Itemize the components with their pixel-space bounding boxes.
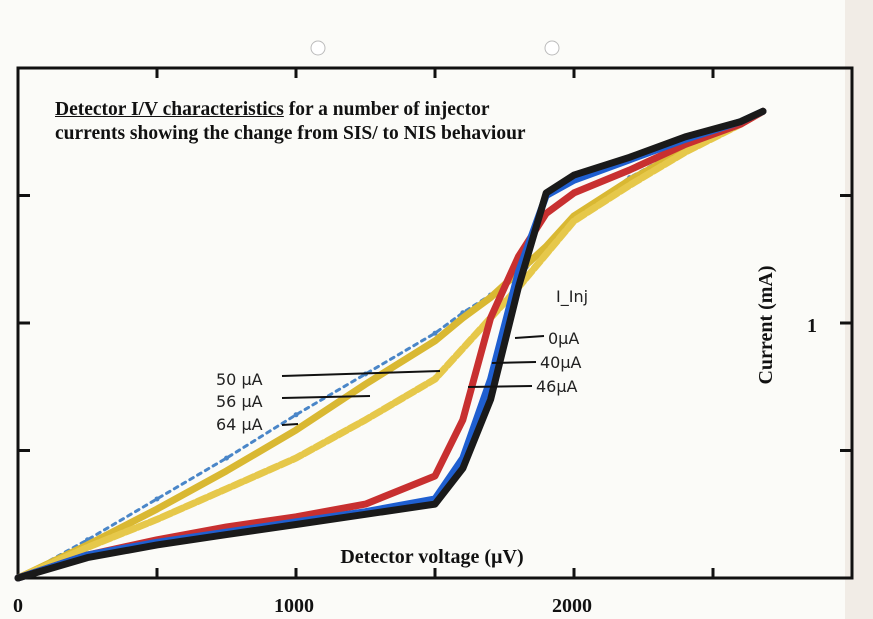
series-label-0uA: 0µA (548, 329, 579, 348)
data-point-56µA (432, 338, 438, 344)
title-underlined: Detector I/V characteristics (55, 99, 284, 120)
data-point-46µA (515, 254, 521, 260)
data-point-50µA (85, 544, 90, 550)
data-point-0µA (224, 532, 229, 538)
data-point-56µA (224, 468, 229, 474)
data-point-0µA (154, 542, 160, 548)
data-point-0µA (738, 119, 744, 125)
data-point-0µA (571, 172, 577, 178)
y-axis-label: Current (mA) (755, 265, 777, 384)
data-point-0µA (293, 521, 299, 527)
series-label-46uA: 46µA (536, 377, 578, 396)
data-point-0µA (15, 575, 21, 581)
data-point-46µA (543, 210, 549, 216)
data-point-0µA (432, 501, 438, 507)
punch-hole (310, 40, 326, 56)
data-point-46µA (571, 190, 577, 196)
data-point-0µA (760, 108, 766, 114)
series-label-40uA: 40µA (540, 353, 582, 372)
title-line2: currents showing the change from SIS/ to… (55, 123, 526, 144)
arrow-50uA (281, 370, 441, 377)
data-point-0µA (627, 154, 633, 160)
chart-title: Detector I/V characteristics for a numbe… (55, 98, 526, 146)
data-point-50µA (224, 486, 229, 492)
data-point-50µA (682, 149, 688, 155)
data-point-50µA (571, 218, 577, 224)
data-point-64µA (432, 330, 438, 336)
data-point-46µA (293, 514, 299, 520)
data-point-50µA (154, 516, 160, 522)
data-point-50µA (432, 376, 438, 382)
data-point-50µA (627, 182, 633, 188)
data-point-56µA (363, 381, 368, 387)
series-label-50uA: 50 µA (216, 370, 263, 389)
data-point-0µA (515, 284, 521, 290)
data-point-50µA (543, 251, 549, 257)
data-point-50µA (460, 346, 466, 351)
data-point-56µA (293, 427, 299, 433)
arrow-46uA (467, 385, 533, 388)
data-point-64µA (224, 455, 229, 461)
data-point-46µA (460, 417, 466, 423)
data-point-0µA (460, 465, 466, 471)
data-point-46µA (224, 524, 229, 530)
data-point-46µA (627, 167, 633, 173)
series-line-0µA (14, 107, 767, 582)
title-line1-rest: for a number of injector (283, 99, 490, 120)
data-point-56µA (488, 295, 494, 300)
x-tick-label: 1000 (274, 595, 314, 617)
series-label-56uA: 56 µA (216, 392, 263, 411)
data-point-0µA (85, 555, 90, 561)
data-point-46µA (488, 315, 494, 321)
data-point-50µA (363, 417, 368, 423)
data-point-64µA (293, 412, 299, 418)
arrow-0uA (514, 335, 545, 339)
data-point-0µA (543, 190, 549, 196)
series-label-64uA: 64 µA (216, 415, 263, 434)
data-point-46µA (363, 501, 368, 507)
legend-title: I_Inj (556, 287, 588, 307)
punch-hole (544, 40, 560, 56)
data-point-56µA (460, 315, 466, 321)
paper-edge (845, 0, 873, 619)
data-point-0µA (682, 134, 688, 140)
x-tick-label: 2000 (552, 595, 592, 617)
data-point-0µA (363, 511, 368, 517)
data-point-46µA (432, 473, 438, 479)
x-tick-label: 0 (13, 595, 23, 617)
data-point-0µA (488, 397, 494, 402)
data-point-64µA (154, 496, 160, 502)
x-axis-label: Detector voltage (µV) (340, 546, 523, 568)
data-point-56µA (154, 506, 160, 512)
data-point-50µA (293, 455, 299, 461)
arrow-40uA (491, 361, 537, 364)
arrow-64uA (281, 423, 299, 426)
y-tick-label: 1 (807, 315, 817, 337)
series-line-50µA (14, 107, 767, 582)
series-line-46µA (14, 107, 767, 582)
arrow-56uA (281, 395, 371, 399)
